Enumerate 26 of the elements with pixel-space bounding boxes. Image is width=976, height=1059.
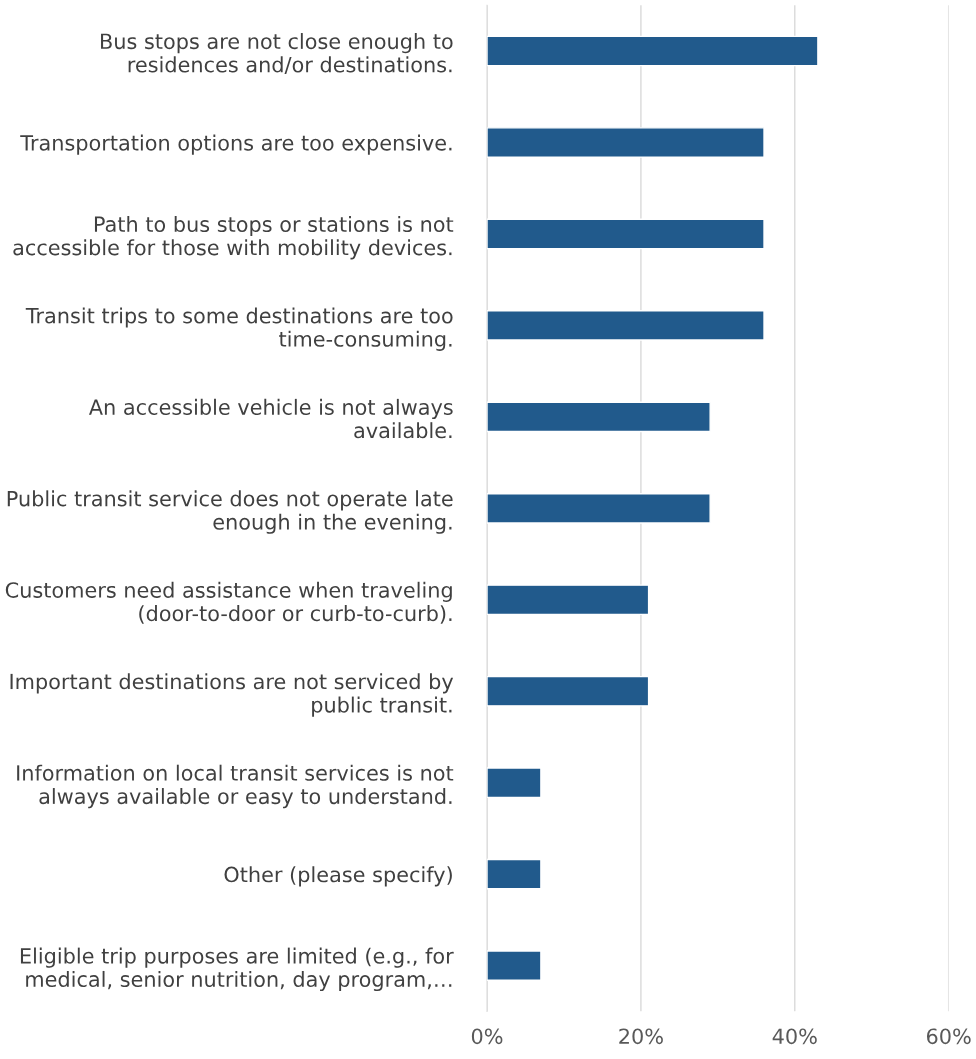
y-tick-label: Eligible trip purposes are limited (e.g., for medical, senior nutrition, day program,… (20, 947, 454, 992)
y-tick-label: Important destinations are not serviced by public transit. (10, 673, 454, 717)
y-tick-label: An accessible vehicle is not always available. (88, 398, 453, 439)
bar (487, 401, 711, 433)
bar (487, 675, 650, 707)
y-tick-label: Customers need assistance when traveling (door-to-door or curb-to-curb). (5, 581, 452, 624)
y-tick-label: Other (please specify) (224, 866, 452, 887)
y-tick-label: Bus stops are not close enough to residences and/or destinations. (101, 33, 453, 75)
y-tick-label: Information on local transit services is not always available or easy to understand. (17, 764, 454, 809)
bar (487, 767, 542, 799)
x-tick-label: 0% (471, 1028, 503, 1045)
x-tick-label: 20% (619, 1028, 663, 1045)
bar (487, 492, 711, 524)
y-tick-label: Public transit service does not operate late enough in the evening. (7, 490, 453, 534)
bar (487, 584, 650, 616)
bar (487, 858, 542, 890)
y-tick-label: Transit trips to some destinations are too time-consuming. (25, 307, 453, 351)
y-tick-label: Transportation options are too expensive. (20, 134, 452, 155)
bar (487, 218, 765, 250)
bar (487, 35, 819, 67)
y-tick-label: Path to bus stops or stations is not accessible for those with mobility devices. (13, 215, 454, 260)
bar (487, 950, 542, 981)
x-tick-label: 60% (926, 1028, 971, 1045)
bar (487, 127, 765, 158)
x-tick-label: 40% (772, 1028, 817, 1045)
bar (487, 310, 765, 341)
